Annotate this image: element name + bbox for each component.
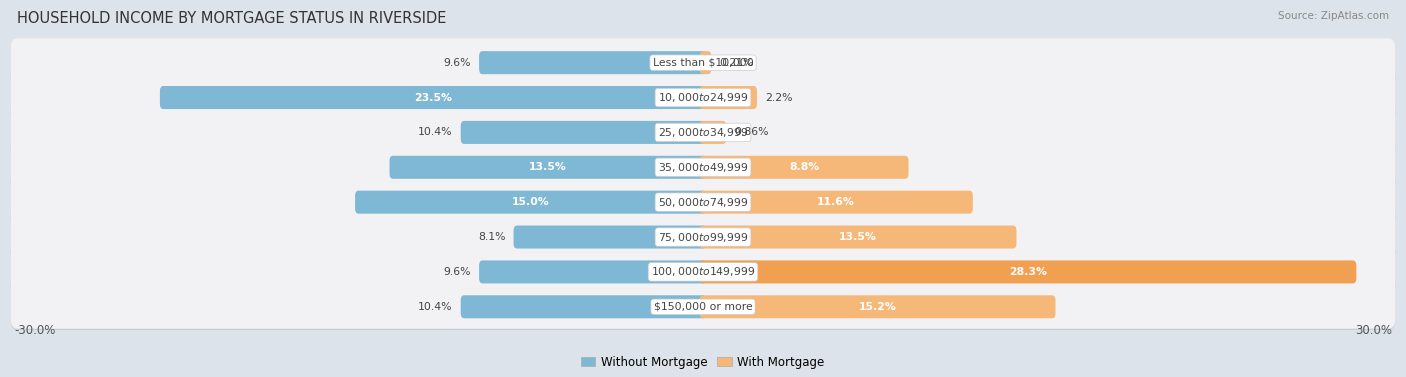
FancyBboxPatch shape [356,191,706,214]
FancyBboxPatch shape [11,73,1395,120]
Text: Source: ZipAtlas.com: Source: ZipAtlas.com [1278,11,1389,21]
FancyBboxPatch shape [160,86,706,109]
Text: 11.6%: 11.6% [817,197,855,207]
FancyBboxPatch shape [11,249,1395,295]
FancyBboxPatch shape [11,247,1395,294]
FancyBboxPatch shape [513,225,706,248]
FancyBboxPatch shape [700,295,1056,318]
Text: 9.6%: 9.6% [443,267,471,277]
Text: $100,000 to $149,999: $100,000 to $149,999 [651,265,755,278]
Text: $25,000 to $34,999: $25,000 to $34,999 [658,126,748,139]
FancyBboxPatch shape [479,261,706,284]
Text: 30.0%: 30.0% [1355,324,1392,337]
Text: 15.0%: 15.0% [512,197,550,207]
Text: $50,000 to $74,999: $50,000 to $74,999 [658,196,748,208]
FancyBboxPatch shape [479,51,706,74]
FancyBboxPatch shape [11,284,1395,330]
FancyBboxPatch shape [461,121,706,144]
FancyBboxPatch shape [389,156,706,179]
Text: $150,000 or more: $150,000 or more [654,302,752,312]
Text: 23.5%: 23.5% [415,92,453,103]
FancyBboxPatch shape [11,179,1395,225]
FancyBboxPatch shape [11,74,1395,121]
FancyBboxPatch shape [700,51,711,74]
Text: $75,000 to $99,999: $75,000 to $99,999 [658,231,748,244]
Text: 15.2%: 15.2% [859,302,897,312]
Legend: Without Mortgage, With Mortgage: Without Mortgage, With Mortgage [581,356,825,369]
Text: 10.4%: 10.4% [418,302,453,312]
FancyBboxPatch shape [11,144,1395,190]
FancyBboxPatch shape [11,214,1395,260]
Text: 10.4%: 10.4% [418,127,453,138]
Text: 13.5%: 13.5% [529,162,567,172]
FancyBboxPatch shape [700,191,973,214]
FancyBboxPatch shape [11,282,1395,329]
Text: 28.3%: 28.3% [1010,267,1047,277]
FancyBboxPatch shape [11,40,1395,86]
Text: -30.0%: -30.0% [14,324,55,337]
FancyBboxPatch shape [11,178,1395,224]
Text: Less than $10,000: Less than $10,000 [652,58,754,68]
FancyBboxPatch shape [700,121,725,144]
FancyBboxPatch shape [11,38,1395,85]
Text: $35,000 to $49,999: $35,000 to $49,999 [658,161,748,174]
FancyBboxPatch shape [700,86,756,109]
Text: 0.86%: 0.86% [734,127,769,138]
FancyBboxPatch shape [11,213,1395,259]
Text: 9.6%: 9.6% [443,58,471,68]
Text: 8.1%: 8.1% [478,232,506,242]
FancyBboxPatch shape [11,108,1395,155]
Text: $10,000 to $24,999: $10,000 to $24,999 [658,91,748,104]
FancyBboxPatch shape [461,295,706,318]
FancyBboxPatch shape [700,261,1357,284]
FancyBboxPatch shape [700,156,908,179]
FancyBboxPatch shape [11,109,1395,156]
Text: HOUSEHOLD INCOME BY MORTGAGE STATUS IN RIVERSIDE: HOUSEHOLD INCOME BY MORTGAGE STATUS IN R… [17,11,446,26]
FancyBboxPatch shape [700,225,1017,248]
Text: 0.21%: 0.21% [720,58,754,68]
Text: 8.8%: 8.8% [789,162,820,172]
Text: 2.2%: 2.2% [765,92,793,103]
FancyBboxPatch shape [11,143,1395,189]
Text: 13.5%: 13.5% [839,232,877,242]
